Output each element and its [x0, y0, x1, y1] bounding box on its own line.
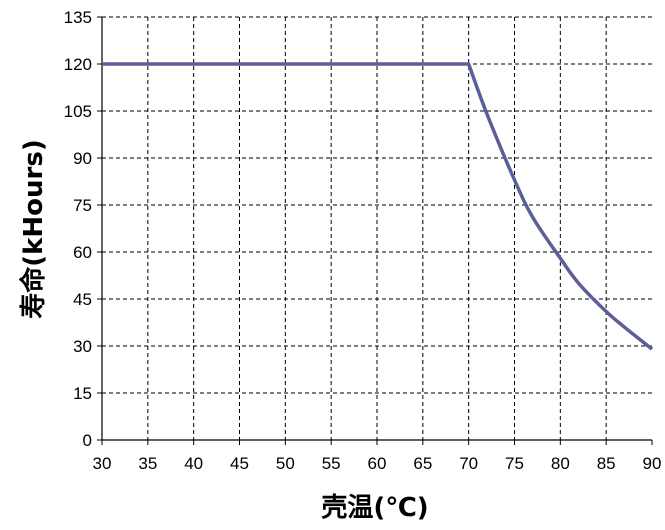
y-tick-label: 135 — [64, 8, 92, 27]
grid — [102, 16, 652, 440]
y-tick-label: 90 — [73, 149, 92, 168]
series-layer — [102, 62, 654, 351]
y-tick-label: 30 — [73, 337, 92, 356]
x-tick-label: 30 — [93, 454, 112, 473]
x-tick-label: 35 — [138, 454, 157, 473]
y-tick-label: 15 — [73, 384, 92, 403]
x-tick-label: 85 — [597, 454, 616, 473]
y-tick-label: 45 — [73, 290, 92, 309]
x-tick-label: 60 — [368, 454, 387, 473]
x-tick-label: 40 — [184, 454, 203, 473]
y-tick-label: 105 — [64, 102, 92, 121]
x-tick-label: 80 — [551, 454, 570, 473]
axes — [97, 16, 653, 445]
x-axis-title: 壳温(℃) — [320, 493, 428, 523]
y-tick-label: 75 — [73, 196, 92, 215]
y-tick-label: 120 — [64, 55, 92, 74]
x-tick-label: 65 — [413, 454, 432, 473]
y-tick-label: 60 — [73, 243, 92, 262]
series-line-0 — [102, 62, 654, 351]
x-tick-label: 75 — [505, 454, 524, 473]
x-tick-label: 70 — [459, 454, 478, 473]
x-tick-label: 90 — [643, 454, 662, 473]
tick-labels: 30 35 40 45 50 55 60 65 70 75 80 85 90 0 15 30 45 60 75 90 1… — [64, 8, 662, 473]
x-tick-label: 55 — [322, 454, 341, 473]
y-axis-title: 寿命(kHours) — [18, 139, 49, 319]
y-tick-label: 0 — [83, 431, 92, 450]
x-tick-label: 45 — [230, 454, 249, 473]
x-tick-label: 50 — [276, 454, 295, 473]
